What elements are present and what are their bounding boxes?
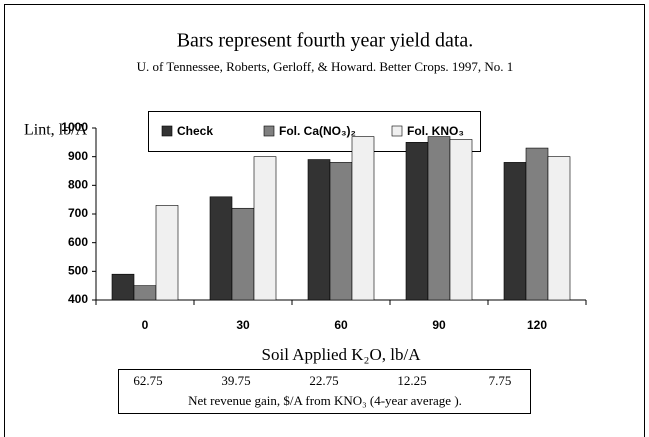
- x-tick-label: 60: [334, 318, 348, 332]
- y-axis-label: Lint, lb/A: [24, 122, 88, 139]
- chart-title: Bars represent fourth year yield data.: [177, 30, 474, 52]
- bar: [525, 147, 549, 301]
- y-tick-label: 700: [68, 206, 88, 220]
- legend-swatch: [161, 125, 173, 137]
- legend-label: Check: [177, 124, 213, 138]
- x-tick-label: 30: [236, 318, 250, 332]
- revenue-value: 39.75: [221, 373, 250, 388]
- bar: [329, 162, 353, 301]
- bar: [351, 136, 375, 301]
- revenue-value: 12.25: [397, 373, 426, 388]
- bar: [427, 136, 451, 301]
- bar: [405, 142, 429, 301]
- legend-label: Fol. Ca(NO₃)₂: [279, 124, 356, 138]
- y-tick-label: 1000: [61, 120, 88, 134]
- bar: [547, 156, 571, 301]
- x-tick-label: 120: [527, 318, 547, 332]
- frame: [4, 4, 645, 437]
- x-tick-label: 90: [432, 318, 446, 332]
- revenue-value: 22.75: [309, 373, 338, 388]
- bar: [503, 162, 527, 301]
- revenue-caption: Net revenue gain, $/A from KNO₃ (4-year …: [188, 393, 462, 408]
- legend-label: Fol. KNO₃: [407, 124, 464, 138]
- bar: [111, 273, 135, 301]
- bar: [449, 139, 473, 301]
- revenue-box: [118, 369, 531, 414]
- bar: [253, 156, 277, 301]
- chart-subtitle: U. of Tennessee, Roberts, Gerloff, & How…: [137, 59, 514, 74]
- revenue-value: 7.75: [489, 373, 512, 388]
- bar: [155, 205, 179, 301]
- x-tick-label: 0: [142, 318, 149, 332]
- y-tick-label: 600: [68, 235, 88, 249]
- x-axis-label: Soil Applied K₂O, lb/A: [262, 345, 422, 364]
- revenue-value: 62.75: [133, 373, 162, 388]
- y-tick-label: 800: [68, 178, 88, 192]
- bar: [133, 285, 157, 301]
- y-tick-label: 500: [68, 264, 88, 278]
- legend-swatch: [263, 125, 275, 137]
- bar: [209, 196, 233, 301]
- legend-swatch: [391, 125, 403, 137]
- bar: [231, 207, 255, 301]
- y-tick-label: 900: [68, 149, 88, 163]
- bar: [307, 159, 331, 301]
- y-tick-label: 400: [68, 292, 88, 306]
